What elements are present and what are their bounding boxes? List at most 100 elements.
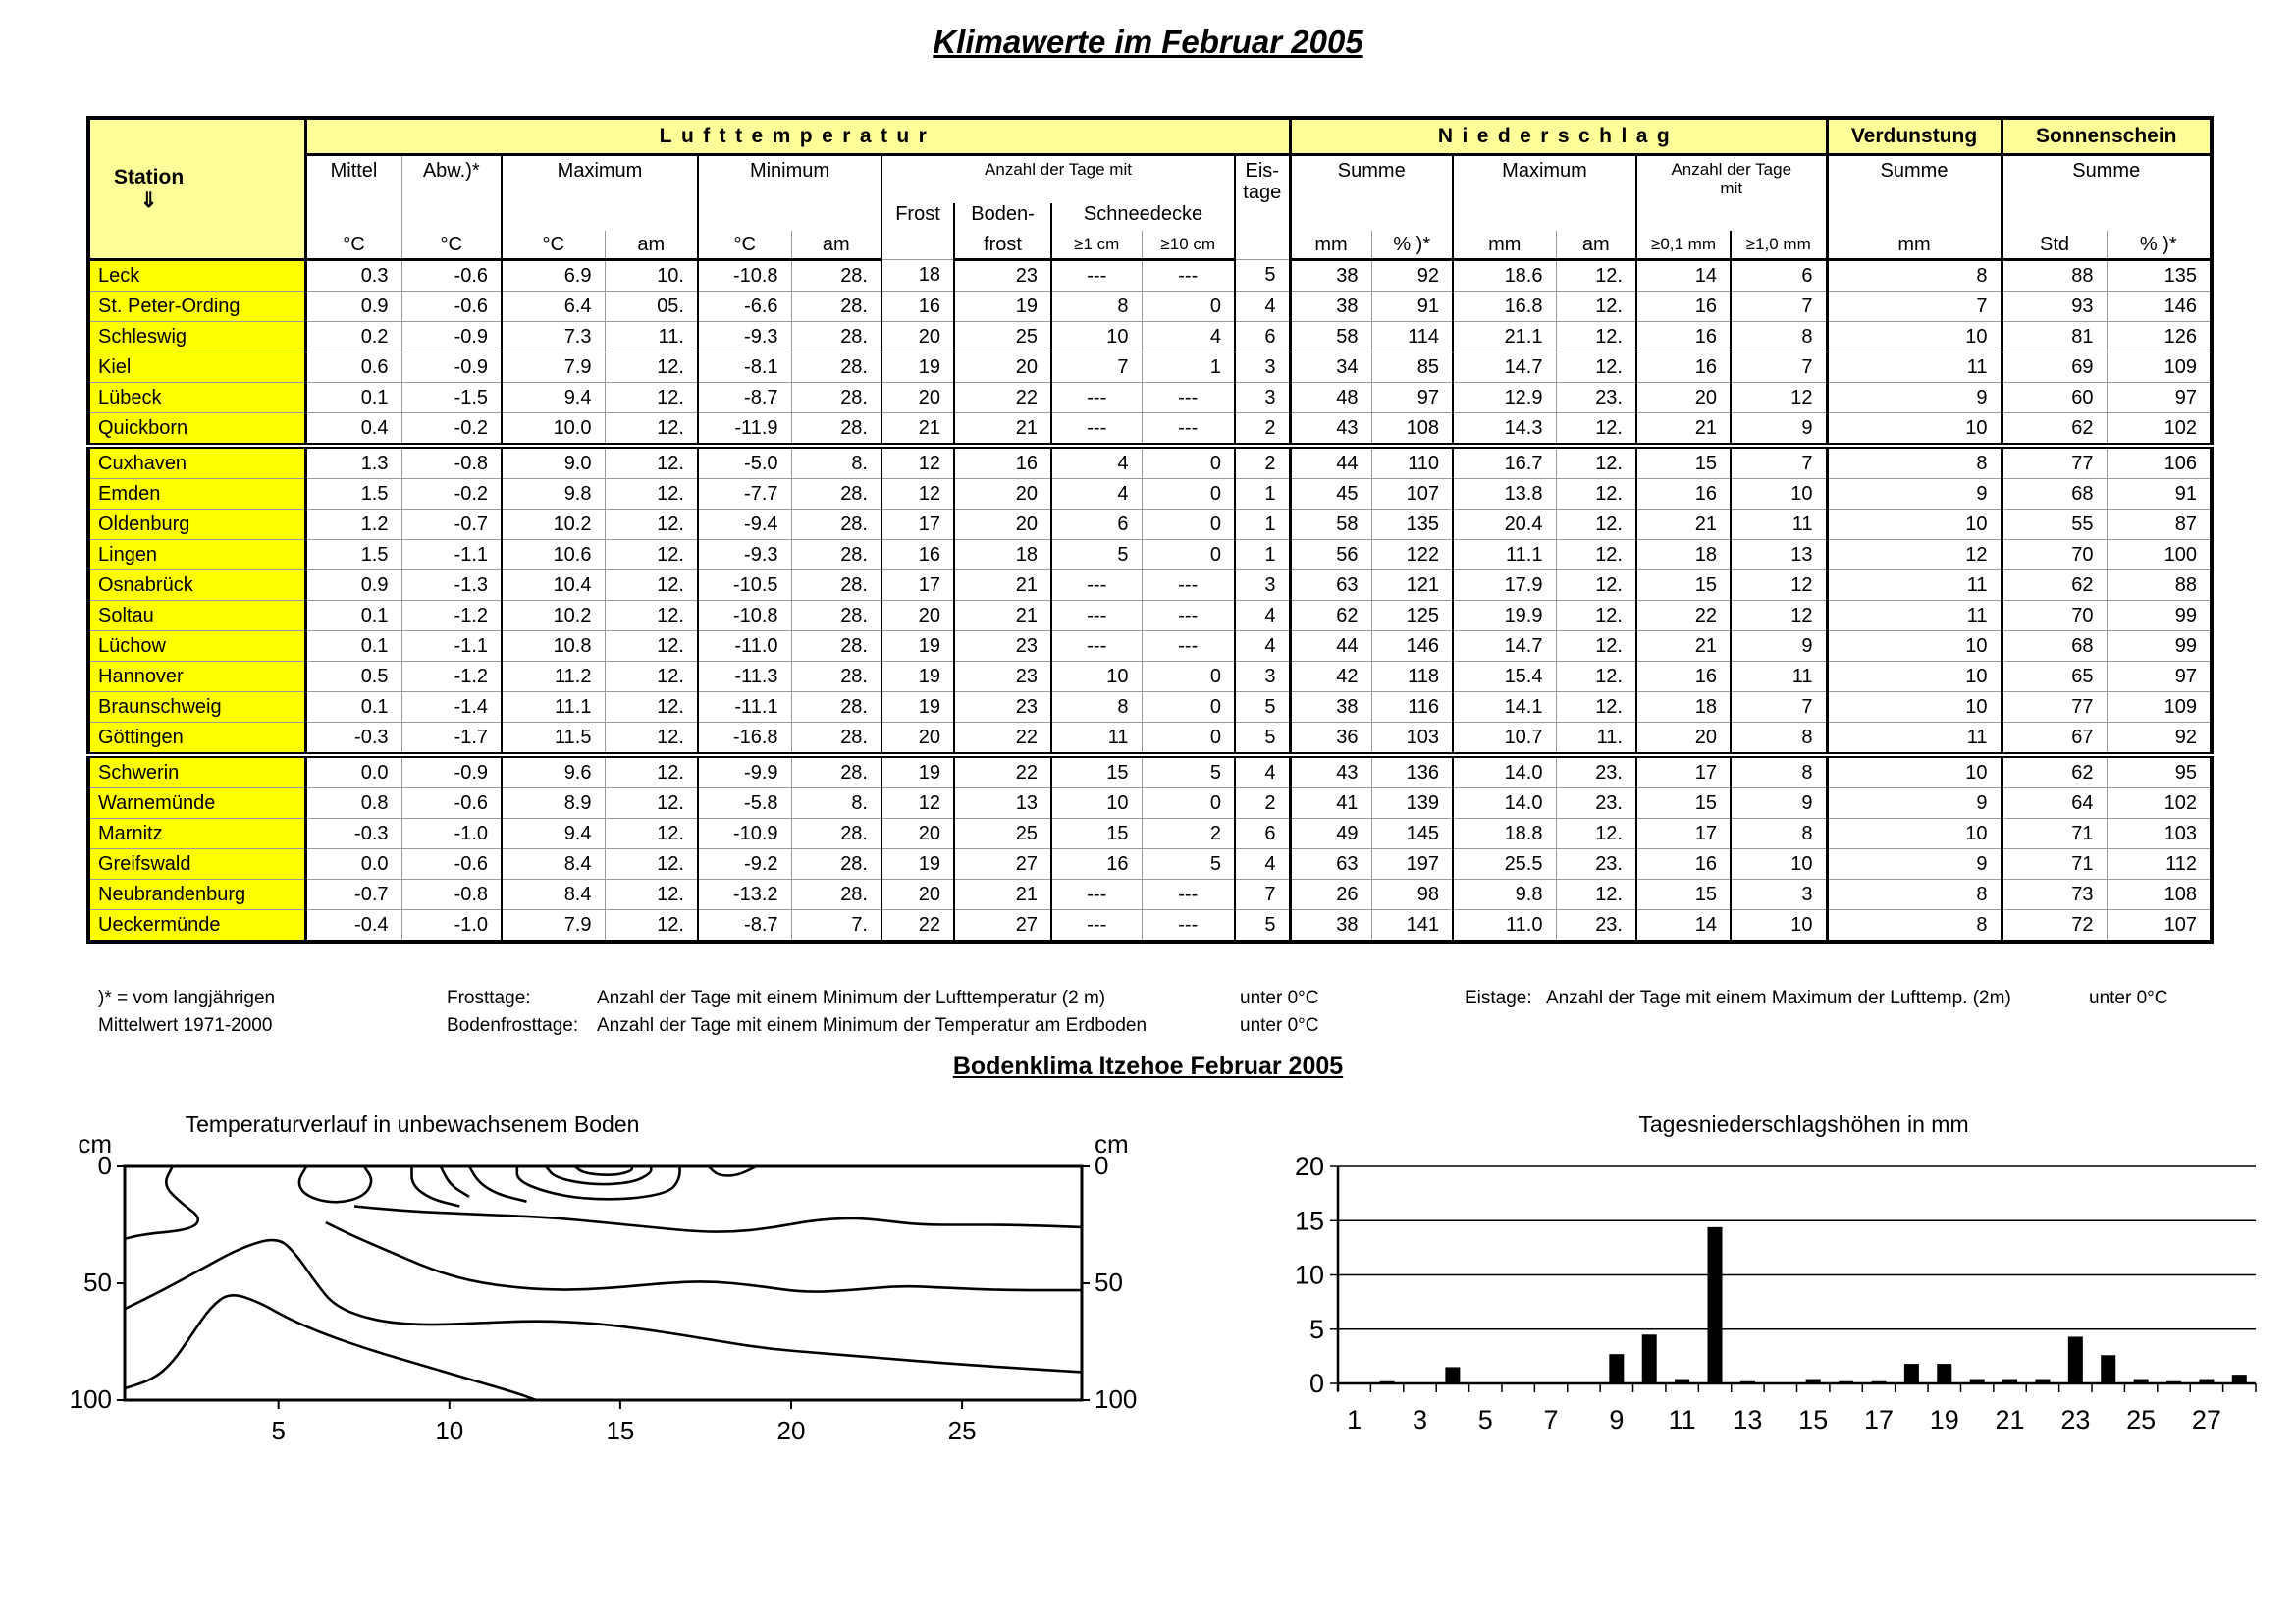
- station-cell: Ueckermünde: [88, 909, 305, 942]
- value-cell: 9: [1730, 630, 1827, 662]
- value-cell: 12.: [604, 569, 698, 601]
- value-cell: 4: [1234, 291, 1290, 322]
- value-cell: 10: [1050, 787, 1142, 819]
- value-cell: 25: [953, 321, 1051, 352]
- value-cell: 0.4: [303, 412, 401, 449]
- value-cell: 0.9: [303, 291, 401, 322]
- group-header-sonnenschein: Sonnenschein: [2000, 118, 2212, 156]
- value-cell: 20: [881, 818, 954, 849]
- value-cell: 2: [1234, 412, 1290, 449]
- value-cell: 8: [1825, 909, 2002, 942]
- value-cell: -10.8: [697, 600, 791, 631]
- x-tick-label: 20: [777, 1416, 806, 1445]
- station-cell: Osnabrück: [88, 569, 305, 601]
- value-cell: 05.: [604, 291, 698, 322]
- value-cell: 25.5: [1452, 848, 1556, 880]
- value-cell: 0: [1141, 539, 1235, 570]
- station-cell: Marnitz: [88, 818, 305, 849]
- value-cell: 108: [1370, 412, 1453, 449]
- bar: [1445, 1367, 1461, 1383]
- value-cell: 16: [953, 445, 1051, 479]
- value-cell: 23.: [1555, 909, 1636, 942]
- value-cell: 109: [2106, 691, 2212, 723]
- group-header-niederschlag: Niederschlag: [1288, 118, 1827, 156]
- bar: [1903, 1364, 1919, 1383]
- value-cell: -0.9: [400, 352, 502, 383]
- value-cell: 43: [1288, 412, 1371, 449]
- value-cell: 107: [2106, 909, 2212, 942]
- value-cell: 34: [1288, 352, 1371, 383]
- table-row: Osnabrück 0.9 -1.3 10.4 12. -10.5 28. 17 21 --- --…: [88, 569, 2212, 601]
- value-cell: 60: [2000, 382, 2107, 413]
- bar: [1707, 1226, 1723, 1383]
- value-cell: 23.: [1555, 382, 1636, 413]
- value-cell: 11.0: [1452, 909, 1556, 942]
- station-cell: Greifswald: [88, 848, 305, 880]
- value-cell: 10: [1730, 848, 1827, 880]
- value-cell: 136: [1370, 754, 1453, 788]
- value-cell: 11: [1050, 722, 1142, 758]
- y-tick-label: 0: [98, 1151, 112, 1180]
- value-cell: 16: [1635, 352, 1731, 383]
- value-cell: 91: [2106, 478, 2212, 510]
- value-cell: ---: [1050, 879, 1142, 910]
- x-tick-label: 1: [1347, 1405, 1362, 1434]
- value-cell: 19: [881, 754, 954, 788]
- value-cell: 28.: [790, 691, 881, 723]
- value-cell: 12: [881, 445, 954, 479]
- value-cell: ---: [1050, 569, 1142, 601]
- value-cell: 12.: [604, 661, 698, 692]
- value-cell: 19: [881, 691, 954, 723]
- value-cell: 12.: [1555, 291, 1636, 322]
- value-cell: 19: [881, 848, 954, 880]
- value-cell: 18.8: [1452, 818, 1556, 849]
- value-cell: 25: [953, 818, 1051, 849]
- station-cell: Braunschweig: [88, 691, 305, 723]
- contour-chart-title: Temperaturverlauf in unbewachsenem Boden: [185, 1111, 640, 1137]
- value-cell: 0: [1141, 661, 1235, 692]
- footnote-text: Bodenfrosttage:: [447, 1015, 579, 1036]
- value-cell: 1.5: [303, 539, 401, 570]
- value-cell: 139: [1370, 787, 1453, 819]
- value-cell: 8.: [790, 787, 881, 819]
- value-cell: 102: [2106, 787, 2212, 819]
- x-tick-label: 10: [435, 1416, 463, 1445]
- value-cell: 3: [1730, 879, 1827, 910]
- x-tick-label: 7: [1544, 1405, 1559, 1434]
- value-cell: 12.: [604, 787, 698, 819]
- value-cell: 15: [1635, 569, 1731, 601]
- value-cell: 14.1: [1452, 691, 1556, 723]
- contour-line: [353, 1205, 1083, 1233]
- value-cell: 12.: [1555, 478, 1636, 510]
- value-cell: 20: [881, 722, 954, 758]
- value-cell: 0.1: [303, 630, 401, 662]
- value-cell: 12.: [1555, 352, 1636, 383]
- table-row: Schleswig 0.2 -0.9 7.3 11. -9.3 28. 20 25 10 4 6 58 1…: [88, 321, 2212, 352]
- x-tick-label: 15: [606, 1416, 634, 1445]
- footnote-text: unter 0°C: [2089, 988, 2168, 1008]
- x-tick-label: 15: [1798, 1405, 1828, 1434]
- bar: [2035, 1379, 2051, 1383]
- value-cell: -1.1: [400, 539, 502, 570]
- value-cell: 27: [953, 909, 1051, 942]
- value-cell: -5.0: [697, 445, 791, 479]
- value-cell: -9.3: [697, 321, 791, 352]
- unit-mm: mm: [1452, 231, 1556, 261]
- value-cell: 28.: [790, 412, 881, 449]
- value-cell: 10: [1825, 754, 2002, 788]
- value-cell: 23: [953, 661, 1051, 692]
- value-cell: 14: [1635, 259, 1731, 292]
- value-cell: 23.: [1555, 787, 1636, 819]
- climate-table: Station ⇓ Lufttemperatur Niederschlag Ve…: [86, 116, 2214, 944]
- value-cell: 17: [1635, 818, 1731, 849]
- contour-line: [439, 1165, 470, 1199]
- value-cell: 146: [2106, 291, 2212, 322]
- value-cell: 126: [2106, 321, 2212, 352]
- value-cell: 9: [1825, 478, 2002, 510]
- value-cell: 19.9: [1452, 600, 1556, 631]
- value-cell: 8.9: [501, 787, 605, 819]
- value-cell: 12.: [604, 848, 698, 880]
- value-cell: 10.: [604, 259, 698, 292]
- value-cell: -11.0: [697, 630, 791, 662]
